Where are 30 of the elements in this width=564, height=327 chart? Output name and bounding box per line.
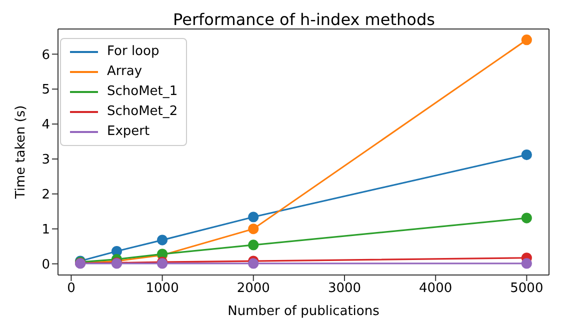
x-tick-label: 5000: [510, 281, 544, 296]
point: [248, 212, 259, 222]
point: [521, 34, 532, 46]
y-tick-label: 5: [42, 82, 50, 98]
x-tick-label: 2000: [236, 281, 270, 296]
point: [521, 258, 532, 269]
x-axis-title: Number of publications: [228, 304, 380, 319]
point: [248, 224, 259, 234]
x-tick-label: 4000: [419, 281, 452, 296]
y-tick-label: 1: [42, 222, 50, 238]
legend-label: Array: [106, 63, 144, 81]
y-tick-label: 0: [42, 257, 50, 272]
point: [248, 258, 259, 269]
y-tick-label: 6: [42, 48, 50, 63]
point: [521, 212, 532, 224]
x-tick-label: 0: [67, 281, 76, 296]
x-tick-label: 3000: [328, 281, 362, 296]
point: [521, 149, 532, 160]
chart-title: Performance of h-index methods: [172, 10, 436, 29]
y-tick-label: 2: [42, 188, 50, 203]
legend-label: Expert: [106, 123, 151, 141]
legend-label: SchoMet_2: [106, 103, 178, 121]
legend-label: For loop: [106, 43, 160, 61]
y-tick-label: 3: [42, 152, 50, 168]
point: [157, 234, 168, 246]
y-tick-label: 4: [42, 118, 50, 133]
y-axis-title: Time taken (s): [14, 105, 29, 200]
point: [248, 240, 259, 250]
x-tick-label: 1000: [146, 281, 179, 296]
legend-label: SchoMet_1: [106, 83, 178, 101]
